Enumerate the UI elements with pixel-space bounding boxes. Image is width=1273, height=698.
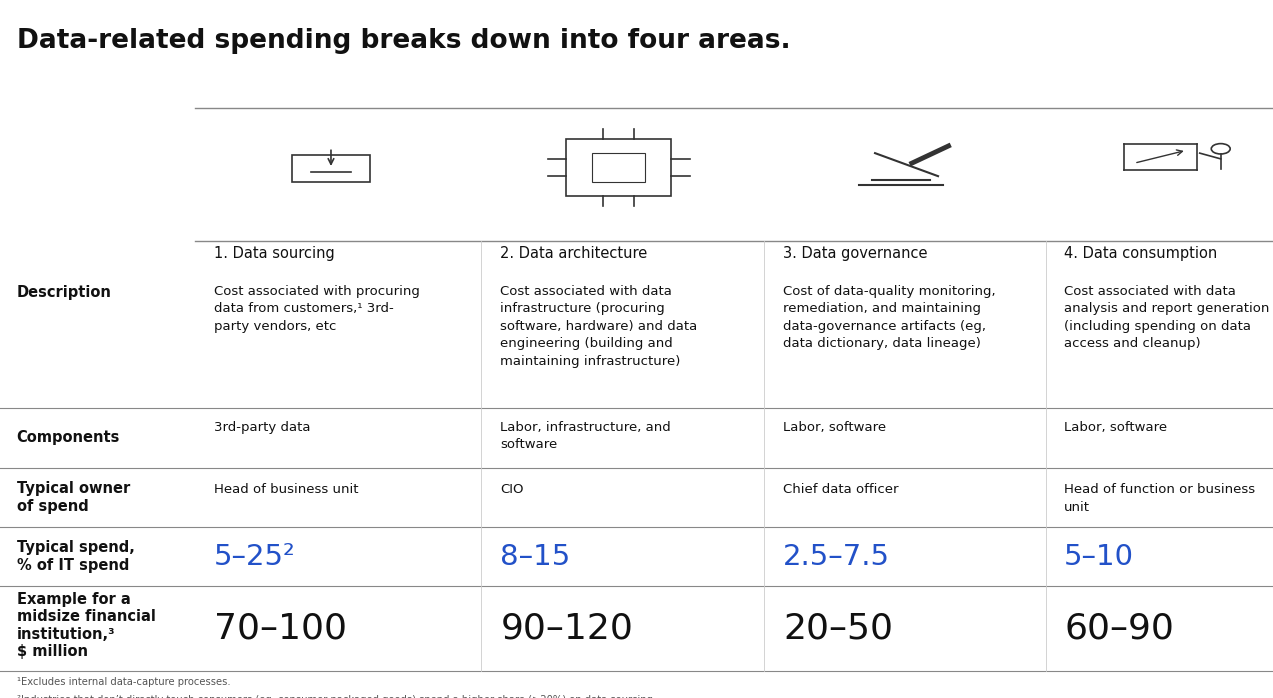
- Text: 8–15: 8–15: [500, 542, 570, 571]
- Text: Chief data officer: Chief data officer: [783, 483, 899, 496]
- Text: ¹Excludes internal data-capture processes.: ¹Excludes internal data-capture processe…: [17, 677, 230, 687]
- Text: 4. Data consumption: 4. Data consumption: [1064, 246, 1217, 261]
- Text: Components: Components: [17, 431, 120, 445]
- Text: 3. Data governance: 3. Data governance: [783, 246, 928, 261]
- Text: 2. Data architecture: 2. Data architecture: [500, 246, 648, 261]
- Text: 1. Data sourcing: 1. Data sourcing: [214, 246, 335, 261]
- Text: 20–50: 20–50: [783, 612, 892, 646]
- Text: Typical spend,
% of IT spend: Typical spend, % of IT spend: [17, 540, 135, 573]
- Text: Description: Description: [17, 285, 112, 299]
- Text: CIO: CIO: [500, 483, 523, 496]
- Text: Cost associated with data
analysis and report generation
(including spending on : Cost associated with data analysis and r…: [1064, 285, 1269, 350]
- Text: 70–100: 70–100: [214, 612, 346, 646]
- Text: Head of business unit: Head of business unit: [214, 483, 359, 496]
- Text: Cost associated with data
infrastructure (procuring
software, hardware) and data: Cost associated with data infrastructure…: [500, 285, 698, 368]
- Text: Typical owner
of spend: Typical owner of spend: [17, 481, 130, 514]
- Text: Labor, software: Labor, software: [1064, 420, 1167, 433]
- Text: 60–90: 60–90: [1064, 612, 1174, 646]
- Bar: [566, 139, 671, 196]
- Text: 5–10: 5–10: [1064, 542, 1134, 571]
- Text: ²Industries that don’t directly touch consumers (eg, consumer packaged goods) sp: ²Industries that don’t directly touch co…: [17, 695, 656, 698]
- Text: Head of function or business
unit: Head of function or business unit: [1064, 483, 1255, 514]
- Text: Labor, infrastructure, and
software: Labor, infrastructure, and software: [500, 420, 671, 451]
- Text: 90–120: 90–120: [500, 612, 633, 646]
- Text: Data-related spending breaks down into four areas.: Data-related spending breaks down into f…: [17, 28, 791, 54]
- Text: 2.5–7.5: 2.5–7.5: [783, 542, 890, 571]
- Text: Labor, software: Labor, software: [783, 420, 886, 433]
- Text: Example for a
midsize financial
institution,³
$ million: Example for a midsize financial institut…: [17, 592, 155, 659]
- Bar: [592, 153, 645, 182]
- Text: 3rd-party data: 3rd-party data: [214, 420, 311, 433]
- Bar: [292, 156, 370, 182]
- Text: Cost associated with procuring
data from customers,¹ 3rd-
party vendors, etc: Cost associated with procuring data from…: [214, 285, 420, 333]
- Text: Cost of data-quality monitoring,
remediation, and maintaining
data-governance ar: Cost of data-quality monitoring, remedia…: [783, 285, 995, 350]
- Text: 5–25²: 5–25²: [214, 542, 295, 571]
